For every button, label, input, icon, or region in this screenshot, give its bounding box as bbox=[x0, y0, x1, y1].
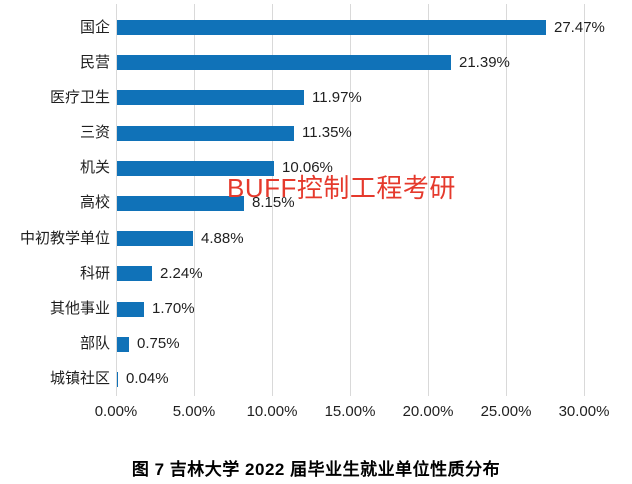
category-label-9: 部队 bbox=[79, 335, 110, 352]
gridline-x-0.00% bbox=[116, 4, 117, 396]
category-label-3: 三资 bbox=[79, 124, 110, 141]
value-label-5: 8.15% bbox=[252, 194, 295, 211]
gridline-x-30.00% bbox=[584, 4, 585, 396]
x-tick-label-6: 30.00% bbox=[558, 403, 610, 420]
bar-3 bbox=[117, 126, 295, 141]
bar-4 bbox=[117, 161, 274, 176]
bar-6 bbox=[117, 231, 194, 246]
x-tick-label-4: 20.00% bbox=[402, 403, 454, 420]
bar-9 bbox=[117, 337, 129, 352]
x-tick-label-0: 0.00% bbox=[94, 403, 138, 420]
category-label-5: 高校 bbox=[79, 194, 110, 211]
category-label-8: 其他事业 bbox=[49, 300, 110, 317]
category-label-7: 科研 bbox=[79, 265, 110, 282]
bar-1 bbox=[117, 55, 451, 70]
chart-caption: 图 7 吉林大学 2022 届毕业生就业单位性质分布 bbox=[131, 460, 501, 479]
value-label-6: 4.88% bbox=[201, 230, 244, 247]
gridline-x-20.00% bbox=[428, 4, 429, 396]
x-tick-label-2: 10.00% bbox=[246, 403, 298, 420]
bar-5 bbox=[117, 196, 245, 211]
value-label-0: 27.47% bbox=[554, 19, 605, 36]
value-label-8: 1.70% bbox=[152, 300, 195, 317]
bar-2 bbox=[117, 90, 304, 105]
category-label-10: 城镇社区 bbox=[49, 370, 110, 387]
value-label-4: 10.06% bbox=[282, 159, 333, 176]
x-tick-label-1: 5.00% bbox=[172, 403, 216, 420]
value-label-1: 21.39% bbox=[459, 54, 510, 71]
gridline-x-10.00% bbox=[272, 4, 273, 396]
category-label-1: 民营 bbox=[79, 54, 110, 71]
value-label-2: 11.97% bbox=[312, 89, 362, 106]
category-label-6: 中初教学单位 bbox=[19, 230, 110, 247]
x-tick-label-3: 15.00% bbox=[324, 403, 376, 420]
value-label-3: 11.35% bbox=[302, 124, 352, 141]
bar-7 bbox=[117, 266, 152, 281]
category-label-4: 机关 bbox=[79, 159, 110, 176]
value-label-10: 0.04% bbox=[126, 370, 169, 387]
watermark-text: BUFF控制工程考研 bbox=[227, 173, 456, 203]
category-label-2: 医疗卫生 bbox=[49, 89, 110, 106]
category-label-0: 国企 bbox=[79, 19, 110, 36]
gridline-x-25.00% bbox=[506, 4, 507, 396]
x-tick-label-5: 25.00% bbox=[480, 403, 532, 420]
gridline-x-15.00% bbox=[350, 4, 351, 396]
bar-8 bbox=[117, 302, 144, 317]
value-label-7: 2.24% bbox=[160, 265, 203, 282]
bar-10 bbox=[117, 372, 118, 387]
value-label-9: 0.75% bbox=[137, 335, 180, 352]
bar-0 bbox=[117, 20, 546, 35]
